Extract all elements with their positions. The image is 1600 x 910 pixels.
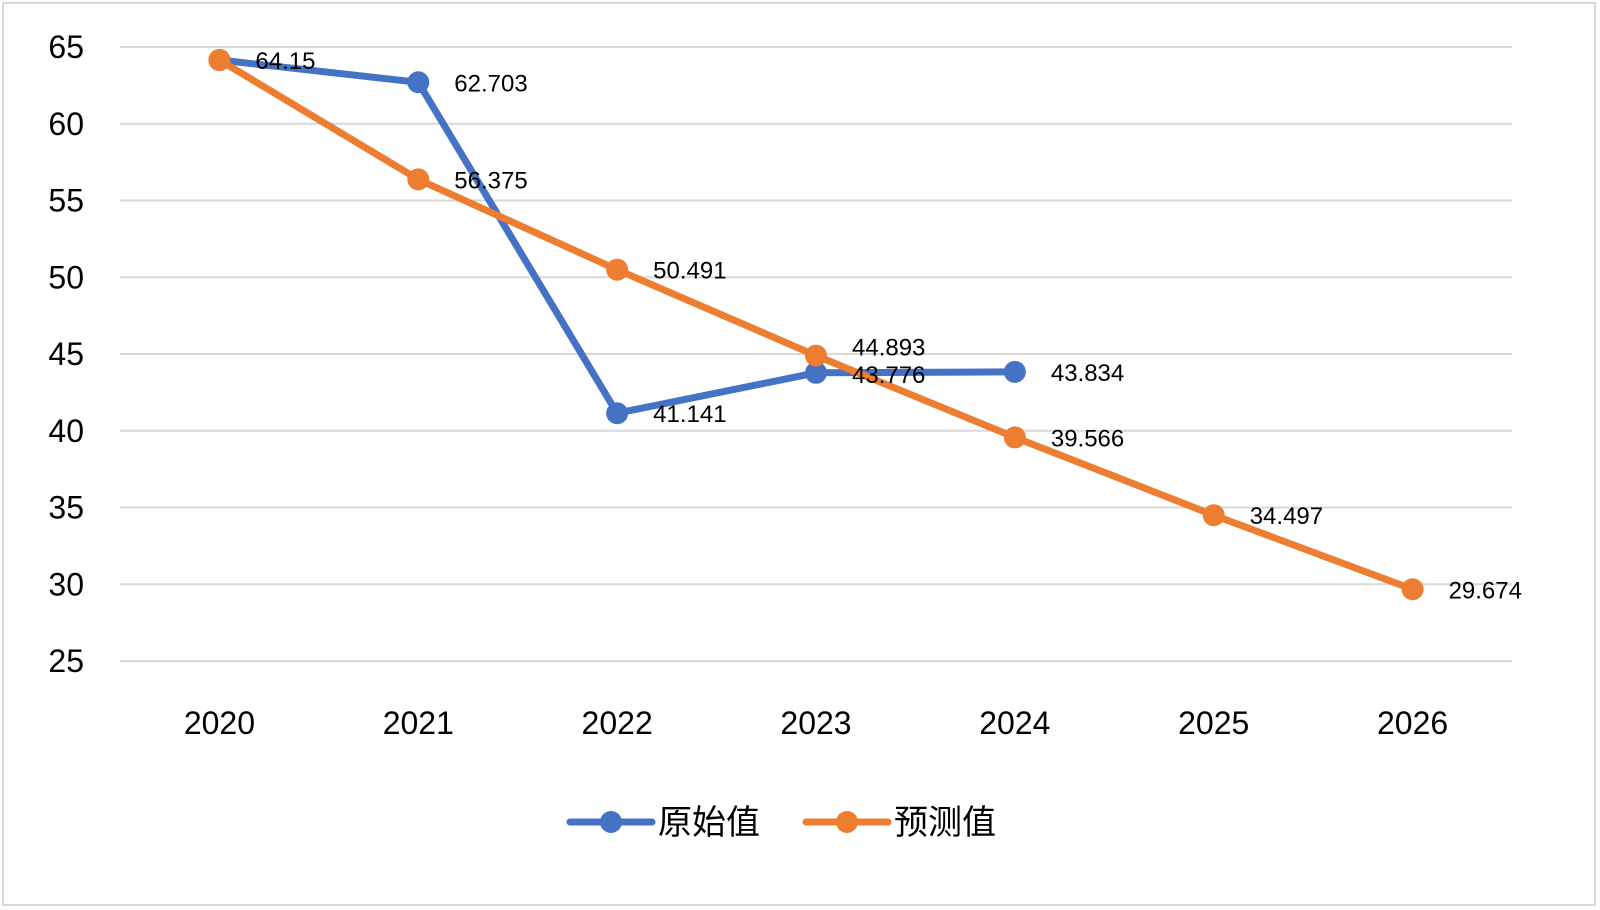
gridlines [120,46,1512,662]
y-tick-label: 35 [48,490,84,526]
data-point [208,49,231,72]
data-label: 56.375 [454,167,527,194]
data-point [1003,426,1026,449]
data-label: 41.141 [653,401,726,428]
data-point [606,402,629,425]
data-point [1401,578,1424,601]
series-lines [208,49,1424,601]
data-label: 34.497 [1250,503,1323,530]
legend-marker [836,811,858,833]
legend-label: 预测值 [894,803,996,843]
legend-label: 原始值 [658,803,760,843]
data-label: 39.566 [1051,425,1124,452]
y-axis-ticks: 25 30 35 40 45 50 55 60 65 [48,29,84,679]
data-point [1003,360,1026,383]
x-tick-label: 2021 [383,705,454,741]
data-label: 44.893 [852,335,925,362]
data-point [805,361,827,384]
data-label: 50.491 [653,258,726,285]
x-tick-label: 2026 [1377,705,1448,741]
data-label: 43.834 [1051,360,1124,387]
x-axis-ticks: 2020 2021 2022 2023 2024 2025 2026 [184,705,1448,741]
y-tick-label: 50 [48,259,84,295]
y-tick-label: 45 [48,336,84,372]
data-point [805,344,827,367]
x-tick-label: 2023 [780,705,851,741]
data-label: 29.674 [1449,577,1522,604]
x-tick-label: 2022 [582,705,653,741]
y-tick-label: 30 [48,566,84,602]
data-label: 43.776 [852,362,925,389]
legend-marker [600,811,622,833]
x-tick-label: 2025 [1178,705,1249,741]
data-point [407,71,430,94]
data-point [606,258,629,281]
data-label: 64.15 [255,48,315,75]
series-line-1 [215,56,1417,593]
x-tick-label: 2020 [184,705,255,741]
legend: 原始值 预测值 [566,803,996,843]
data-point [407,168,430,191]
x-tick-label: 2024 [979,705,1050,741]
y-tick-label: 65 [48,29,84,65]
y-tick-label: 25 [48,643,84,679]
y-tick-label: 40 [48,413,84,449]
y-tick-label: 60 [48,106,84,142]
data-label: 62.703 [454,70,527,97]
y-tick-label: 55 [48,183,84,219]
data-point [1202,504,1225,527]
data-labels: 64.15 62.703 41.141 43.776 43.834 56.375 50.49… [255,48,1522,604]
